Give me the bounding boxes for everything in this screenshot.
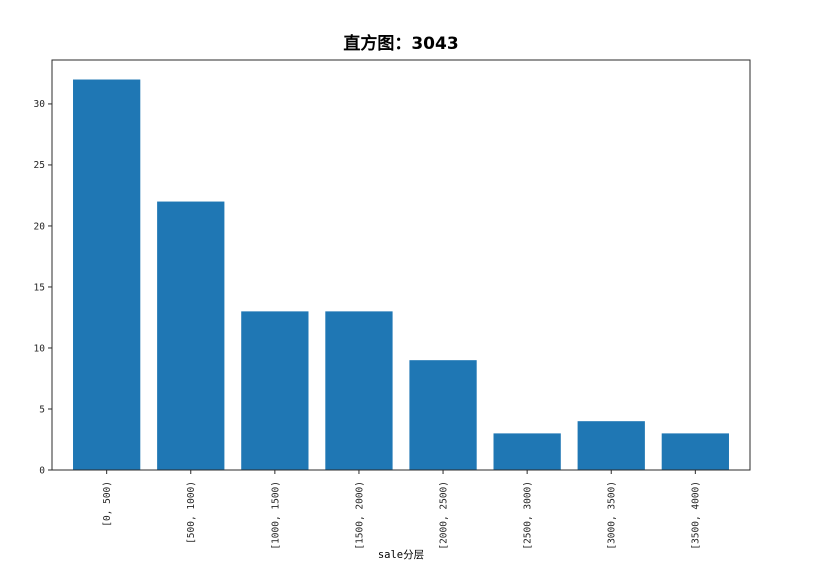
y-tick-label: 15 [34,282,45,293]
bar-7 [661,433,729,470]
bars-group [73,79,729,471]
bar-2 [241,311,309,470]
y-tick-label: 20 [34,221,46,232]
x-tick-label: [0, 500) [102,481,113,527]
y-tick-label: 10 [34,343,46,354]
x-tick-label: [1500, 2000) [354,481,365,550]
x-axis: [0, 500) [500, 1000) [1000, 1500) [1500, 20… [102,470,702,550]
x-tick-label: [3000, 3500) [607,481,618,550]
y-tick-label: 25 [34,160,45,171]
x-tick-label: [1000, 1500) [270,481,281,550]
y-tick-label: 30 [34,99,46,110]
y-tick-label: 5 [39,404,45,415]
x-axis-title: sale分层 [378,549,424,561]
x-tick-label: [3500, 4000) [691,481,702,550]
bar-0 [73,79,141,471]
bar-4 [409,360,477,470]
y-tick-label: 0 [39,465,45,476]
chart-title: 直方图：3043 [343,33,458,54]
y-axis: 0 5 10 15 20 25 30 [34,99,52,476]
bar-1 [157,201,225,471]
x-tick-label: [2000, 2500) [438,481,449,550]
x-tick-label: [500, 1000) [186,481,197,544]
x-tick-label: [2500, 3000) [523,481,534,550]
plot-border [51,59,751,471]
bar-5 [493,433,561,470]
bar-6 [577,421,645,470]
bar-3 [325,311,393,470]
